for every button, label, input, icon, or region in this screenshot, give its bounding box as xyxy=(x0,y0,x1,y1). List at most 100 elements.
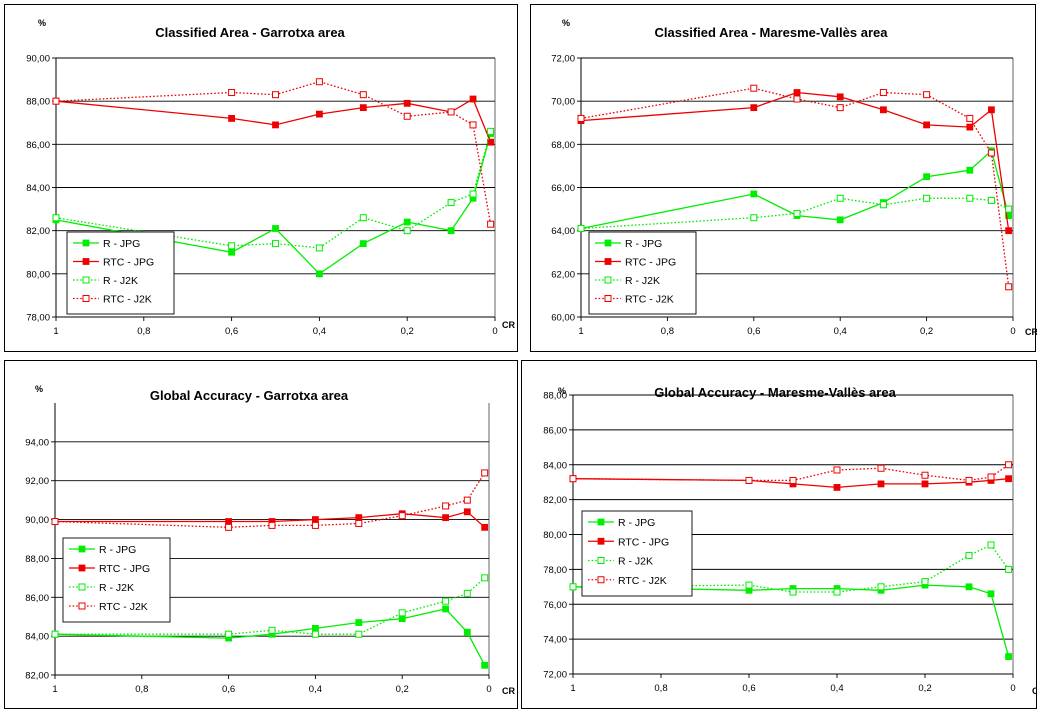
data-point xyxy=(879,89,887,97)
x-tick-label: 0,2 xyxy=(396,684,409,695)
legend-swatch-marker xyxy=(604,276,612,284)
data-point xyxy=(789,588,797,596)
data-point xyxy=(793,89,801,96)
data-point xyxy=(987,541,995,549)
data-point xyxy=(403,112,411,120)
data-point xyxy=(569,475,577,483)
legend-label: R - J2K xyxy=(103,275,138,287)
x-axis-label: CR xyxy=(502,686,515,696)
data-point xyxy=(877,480,885,488)
chart-classified-maresme: Classified Area - Maresme-Vallès area% CR… xyxy=(551,18,1037,337)
data-point xyxy=(1005,475,1013,483)
data-point xyxy=(52,97,60,105)
data-point xyxy=(836,93,844,101)
chart-accuracy-garrotxa: Global Accuracy - Garrotxa area% CR 82,00 8… xyxy=(25,384,515,696)
x-tick-label: 1 xyxy=(570,683,575,694)
series-line-r-j2k xyxy=(580,197,1009,230)
x-tick-label: 0,4 xyxy=(313,326,326,337)
y-axis-label: % xyxy=(35,384,43,394)
y-tick-label: 88,00 xyxy=(543,391,567,402)
data-point xyxy=(442,514,450,522)
legend-label: RTC - JPG xyxy=(103,257,154,269)
x-tick-label: 1 xyxy=(53,326,58,337)
legend-label: R - J2K xyxy=(618,556,653,568)
data-point xyxy=(836,216,844,224)
y-tick-label: 84,00 xyxy=(25,632,49,643)
legend-label: R - JPG xyxy=(99,544,136,556)
data-point xyxy=(879,106,887,114)
data-point xyxy=(272,225,279,232)
y-tick-label: 86,00 xyxy=(25,593,49,604)
data-point xyxy=(481,574,489,582)
data-point xyxy=(228,242,236,250)
y-axis-label: % xyxy=(558,386,566,396)
legend-label: R - JPG xyxy=(618,517,655,529)
y-tick-label: 66,00 xyxy=(551,183,575,194)
data-point xyxy=(923,121,931,129)
chart-accuracy-maresme: Global Accuracy - Maresme-Vallès area% CR… xyxy=(543,385,1037,696)
legend-label: RTC - JPG xyxy=(618,536,669,548)
legend-label: RTC - JPG xyxy=(99,563,150,575)
data-point xyxy=(487,127,495,135)
data-point xyxy=(921,480,929,488)
y-tick-label: 78,00 xyxy=(543,565,567,576)
data-point xyxy=(1005,565,1013,573)
data-point xyxy=(51,518,59,526)
data-point xyxy=(793,95,801,103)
data-point xyxy=(879,201,887,209)
data-point xyxy=(359,104,367,112)
y-tick-label: 68,00 xyxy=(551,140,575,151)
x-tick-label: 0,8 xyxy=(137,326,150,337)
legend-swatch-marker xyxy=(604,258,612,265)
legend-label: RTC - J2K xyxy=(618,575,667,587)
data-point xyxy=(965,551,973,559)
data-point xyxy=(750,214,758,222)
y-tick-label: 82,00 xyxy=(543,495,567,506)
x-tick-label: 0,2 xyxy=(920,326,933,337)
data-point xyxy=(315,270,323,278)
data-point xyxy=(355,630,363,638)
data-point xyxy=(315,110,323,118)
data-point xyxy=(225,523,233,531)
y-tick-label: 74,00 xyxy=(543,635,567,646)
data-point xyxy=(272,240,279,248)
data-point xyxy=(987,149,995,157)
legend-swatch-marker xyxy=(82,239,90,247)
legend-label: RTC - JPG xyxy=(625,257,676,269)
y-tick-label: 86,00 xyxy=(543,425,567,436)
data-point xyxy=(1005,283,1013,291)
data-point xyxy=(481,469,489,477)
data-point xyxy=(487,220,495,228)
y-tick-label: 76,00 xyxy=(543,600,567,611)
chart-panel-accuracy-maresme: Global Accuracy - Maresme-Vallès area% CR… xyxy=(521,360,1037,709)
chart-title: Classified Area - Maresme-Vallès area xyxy=(655,25,889,40)
chart-panel-classified-maresme: Classified Area - Maresme-Vallès area% CR… xyxy=(530,4,1037,352)
data-point xyxy=(833,588,841,596)
legend-swatch-marker xyxy=(597,557,605,564)
data-point xyxy=(1005,205,1013,213)
data-point xyxy=(966,194,974,202)
data-point xyxy=(228,89,236,97)
y-tick-label: 88,00 xyxy=(25,554,49,565)
data-point xyxy=(923,194,931,202)
x-tick-label: 1 xyxy=(52,684,57,695)
legend-swatch-marker xyxy=(82,276,90,284)
data-point xyxy=(442,597,450,605)
x-tick-label: 0,4 xyxy=(834,326,847,337)
data-point xyxy=(1005,461,1013,469)
data-point xyxy=(966,114,974,122)
data-point xyxy=(921,578,929,586)
legend-swatch-marker xyxy=(78,583,86,591)
y-tick-label: 92,00 xyxy=(25,476,49,487)
data-point xyxy=(463,628,471,636)
data-point xyxy=(463,496,471,504)
data-point xyxy=(359,214,367,222)
x-tick-label: 0,4 xyxy=(830,683,843,694)
x-tick-label: 0 xyxy=(1010,683,1015,694)
data-point xyxy=(921,471,929,479)
data-point xyxy=(965,583,973,591)
data-point xyxy=(833,484,841,491)
data-point xyxy=(836,104,844,112)
data-point xyxy=(268,626,276,634)
data-point xyxy=(965,476,973,484)
